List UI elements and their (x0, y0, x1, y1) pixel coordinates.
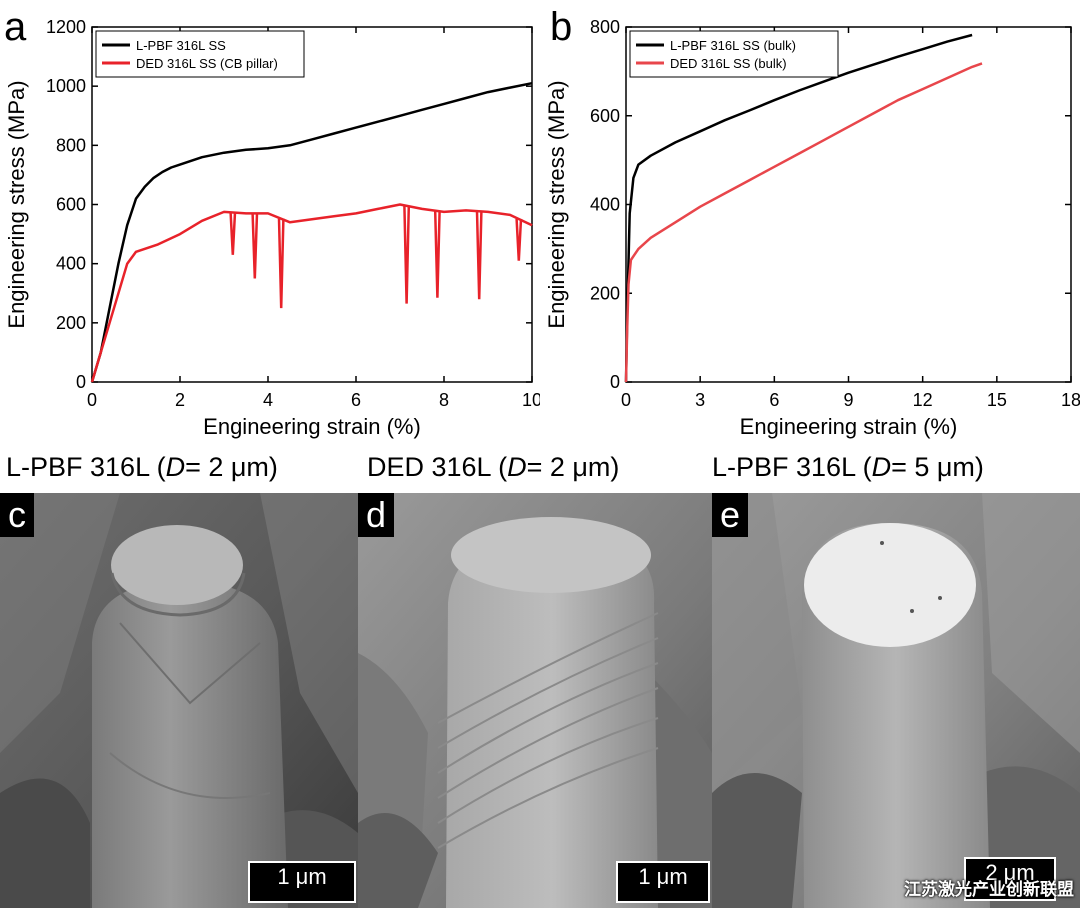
y-tick-label-a-0: 0 (76, 372, 86, 392)
caption-e-var: D (871, 452, 892, 482)
series-drop-a-1-4 (433, 210, 441, 298)
x-tick-label-a-2: 4 (263, 390, 273, 410)
x-axis-label-a: Engineering strain (%) (203, 414, 421, 439)
plot-frame-a (91, 26, 533, 383)
series-drop-a-1-3 (403, 205, 411, 304)
x-tick-label-a-5: 10 (522, 390, 540, 410)
y-tick-label-a-3: 600 (56, 195, 86, 215)
caption-d-suffix: = 2 μm) (526, 452, 620, 482)
series-drop-a-1-6 (515, 218, 523, 261)
series-drop-a-1-2 (277, 218, 285, 309)
x-axis-label-b: Engineering strain (%) (740, 414, 958, 439)
y-tick-label-b-1: 200 (590, 283, 620, 303)
series-line-b-1 (624, 62, 983, 383)
legend-label-b-1: DED 316L SS (bulk) (670, 56, 787, 71)
y-tick-label-a-2: 400 (56, 254, 86, 274)
panel-label-d: d (358, 493, 395, 537)
x-tick-label-a-1: 2 (175, 390, 185, 410)
caption-d-prefix: DED 316L ( (367, 452, 508, 482)
scale-bar-c-label: 1 μm (277, 864, 327, 889)
legend-label-a-1: DED 316L SS (CB pillar) (136, 56, 278, 71)
scale-bar-d-label: 1 μm (638, 864, 688, 889)
caption-c: L-PBF 316L (D= 2 μm) (6, 450, 278, 484)
caption-c-suffix: = 2 μm) (185, 452, 278, 482)
x-tick-label-b-4: 12 (913, 390, 933, 410)
sem-illustration-c (0, 493, 358, 908)
panel-label-b: b (550, 5, 572, 49)
y-axis-label-b: Engineering stress (MPa) (544, 80, 569, 328)
y-tick-label-b-3: 600 (590, 106, 620, 126)
caption-e-suffix: = 5 μm) (891, 452, 984, 482)
chart-a: a 0 2 4 6 8 10 0 200 400 600 800 1000 1200 Engineering… (4, 5, 540, 439)
panel-label-a: a (4, 5, 27, 49)
scale-bar-e: 2 μm (964, 857, 1056, 901)
series-drop-a-1-5 (475, 211, 483, 300)
series-line-a-1 (90, 203, 533, 383)
scale-bar-d: 1 μm (616, 861, 710, 903)
x-tick-label-b-0: 0 (621, 390, 631, 410)
x-tick-label-b-2: 6 (769, 390, 779, 410)
plot-frame-b (625, 26, 1072, 383)
y-tick-label-a-6: 1200 (46, 17, 86, 37)
series-line-a-0 (90, 81, 533, 383)
legend-label-a-0: L-PBF 316L SS (136, 38, 226, 53)
caption-c-var: D (165, 452, 186, 482)
sem-illustration-e (712, 493, 1080, 908)
panel-label-e: e (712, 493, 749, 537)
legend-box-a (95, 30, 305, 78)
y-axis-label-a: Engineering stress (MPa) (4, 80, 29, 328)
x-tick-label-b-3: 9 (843, 390, 853, 410)
scale-bar-c: 1 μm (248, 861, 356, 903)
y-tick-label-b-0: 0 (610, 372, 620, 392)
x-tick-label-a-0: 0 (87, 390, 97, 410)
sem-illustration-d (358, 493, 712, 908)
y-tick-label-a-1: 200 (56, 313, 86, 333)
series-line-b-0 (624, 33, 973, 383)
sem-image-e: e 2 μm 江苏激光产业创新联盟 (712, 493, 1080, 908)
y-tick-label-a-4: 800 (56, 135, 86, 155)
x-tick-label-b-1: 3 (695, 390, 705, 410)
x-tick-label-b-6: 18 (1061, 390, 1080, 410)
y-tick-label-b-2: 400 (590, 195, 620, 215)
series-drop-a-1-0 (229, 212, 237, 255)
x-tick-label-b-5: 15 (987, 390, 1007, 410)
panel-label-c: c (0, 493, 34, 537)
caption-e: L-PBF 316L (D= 5 μm) (712, 450, 984, 484)
caption-e-prefix: L-PBF 316L ( (712, 452, 872, 482)
caption-c-prefix: L-PBF 316L ( (6, 452, 166, 482)
scale-bar-e-label: 2 μm (985, 860, 1035, 885)
y-tick-label-b-4: 800 (590, 17, 620, 37)
sem-image-d: d 1 μm (358, 493, 712, 908)
caption-d: DED 316L (D= 2 μm) (367, 450, 619, 484)
x-tick-label-a-3: 6 (351, 390, 361, 410)
watermark: 江苏激光产业创新联盟 (904, 880, 1074, 900)
series-drop-a-1-1 (251, 213, 259, 279)
x-tick-label-a-4: 8 (439, 390, 449, 410)
legend-label-b-0: L-PBF 316L SS (bulk) (670, 38, 796, 53)
chart-b: b 0 3 6 9 12 15 18 0 200 400 600 800 Engineering stra… (544, 5, 1080, 439)
caption-d-var: D (507, 452, 527, 482)
legend-box-b (629, 30, 839, 78)
y-tick-label-a-5: 1000 (46, 76, 86, 96)
sem-image-c: c 1 μm (0, 493, 358, 908)
